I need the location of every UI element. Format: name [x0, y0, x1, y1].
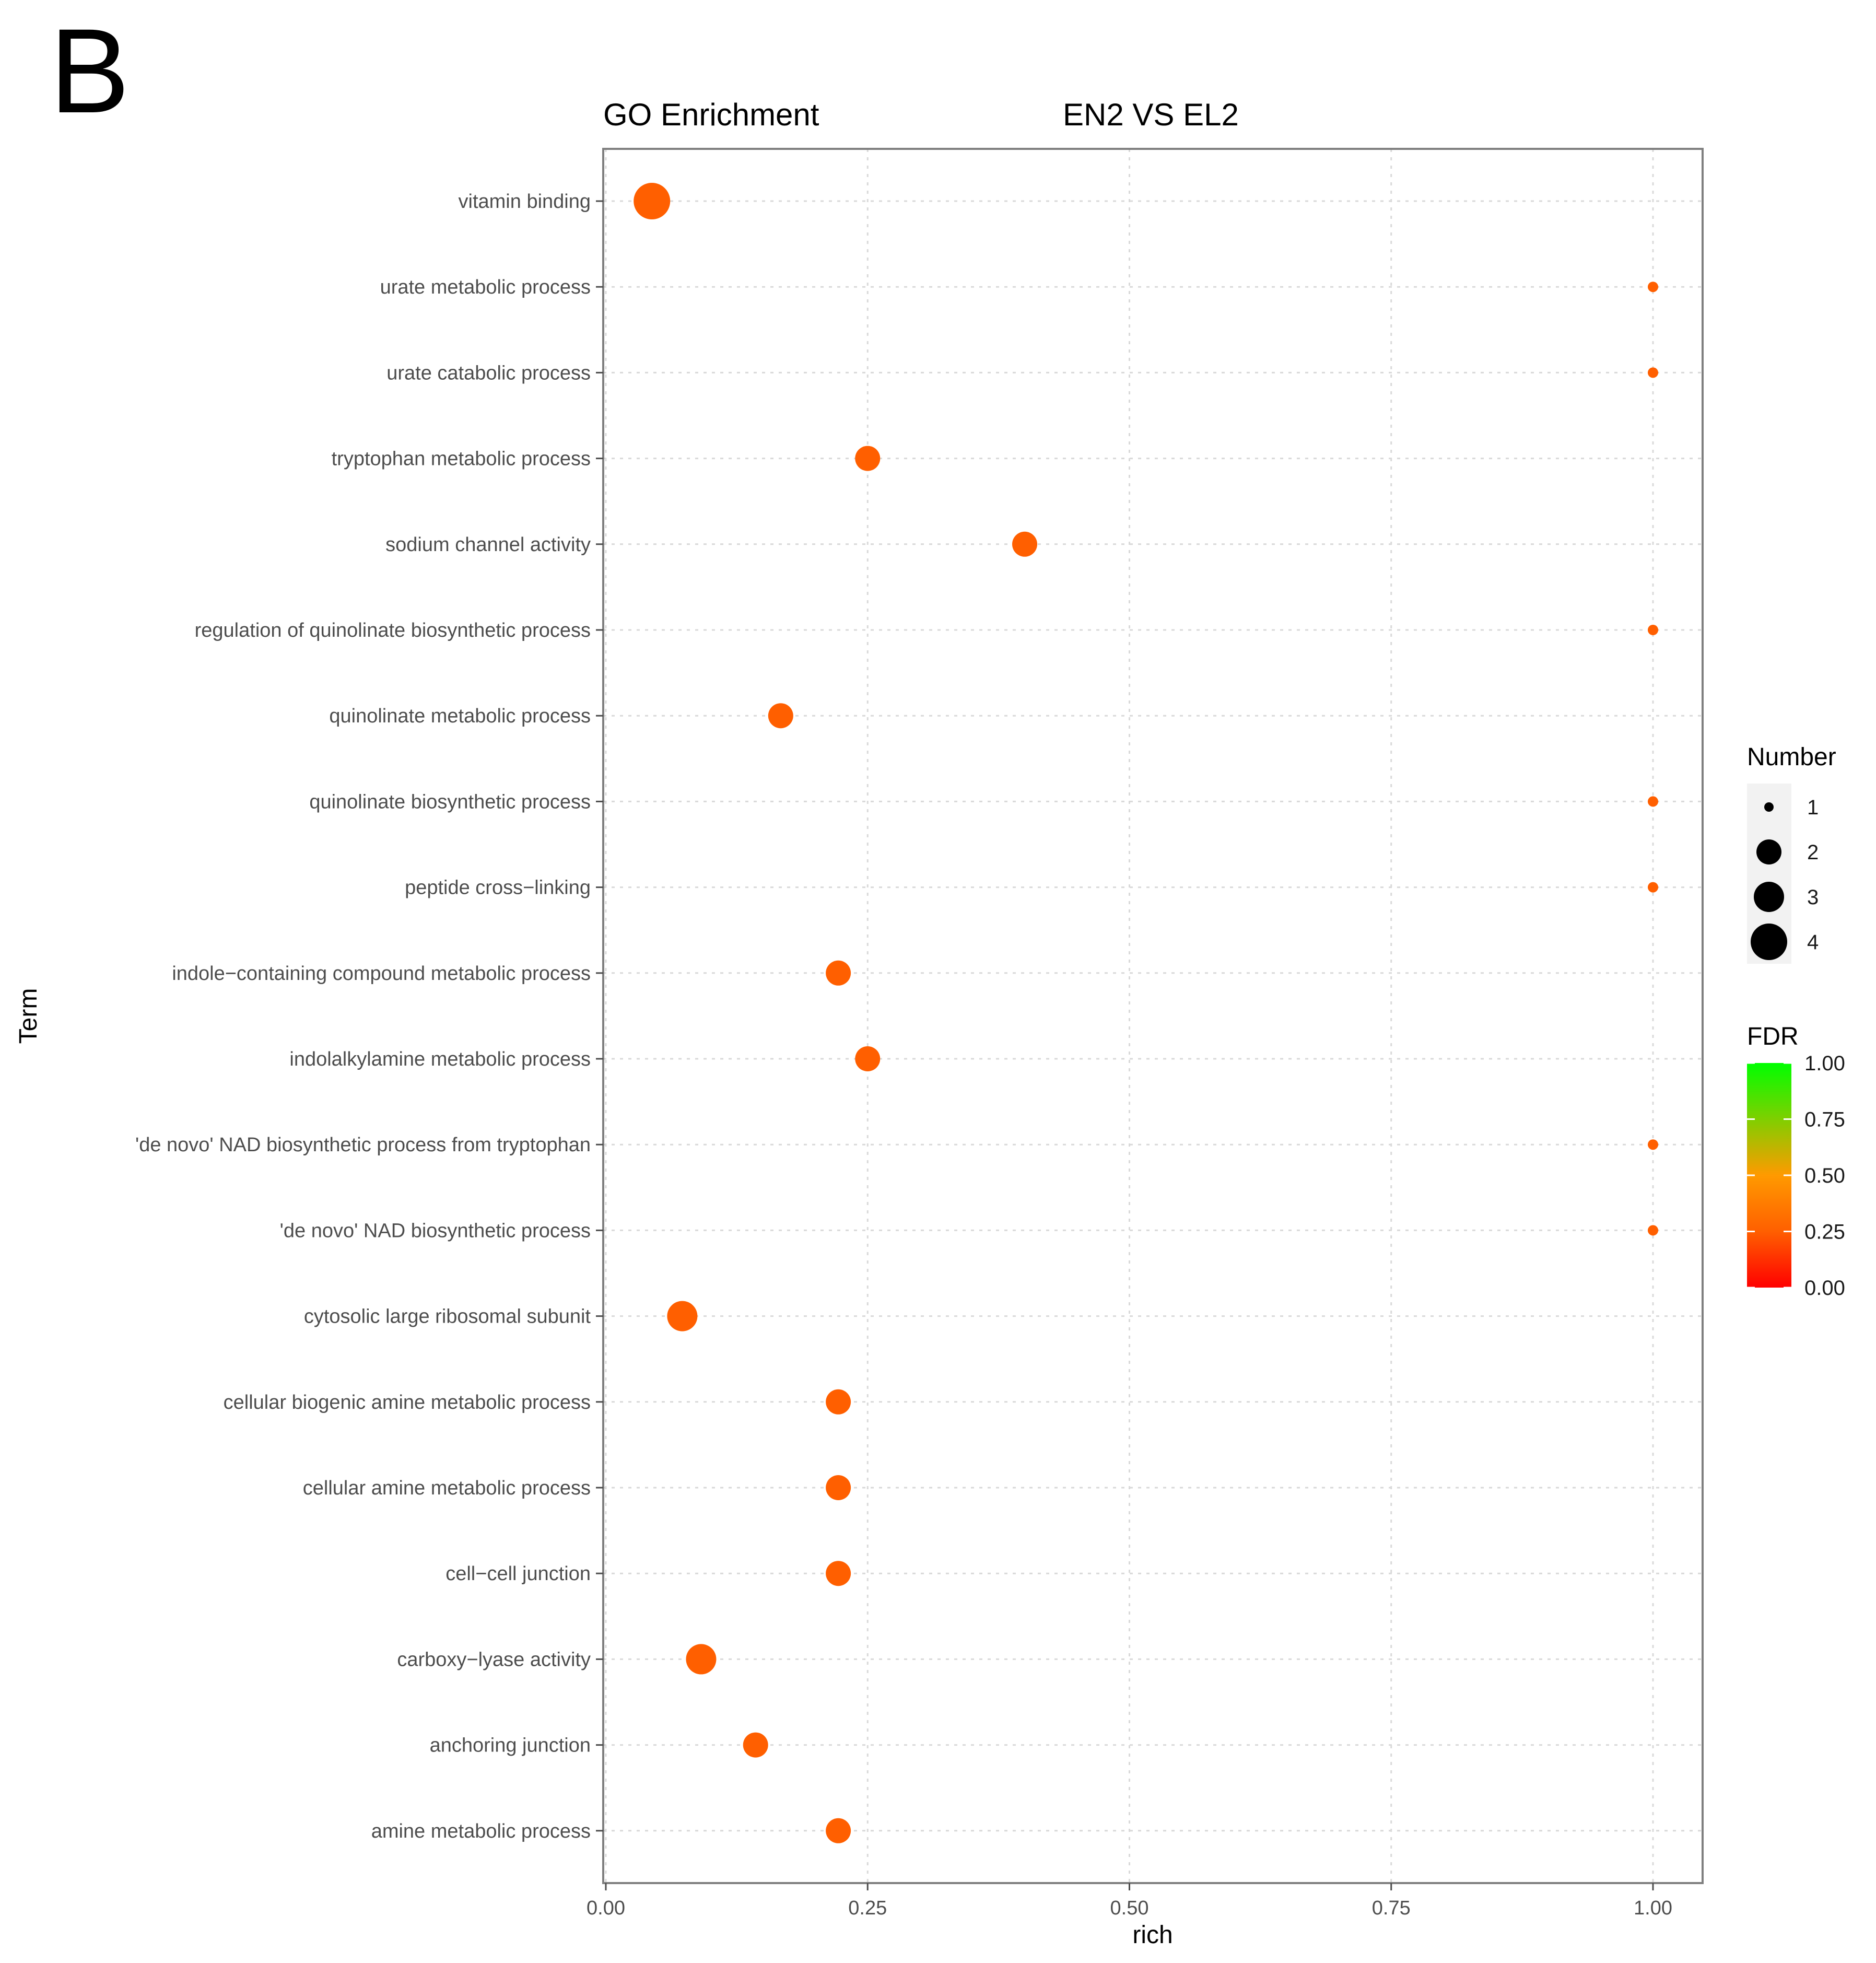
size-legend-label: 4 — [1807, 931, 1819, 954]
y-tick-label: urate catabolic process — [386, 362, 591, 384]
color-legend-label: 0.75 — [1804, 1108, 1845, 1131]
color-legend-label: 0.00 — [1804, 1277, 1845, 1300]
y-tick-label: vitamin binding — [459, 191, 591, 213]
y-tick-label: indole−containing compound metabolic pro… — [172, 963, 591, 985]
size-legend-key — [1756, 839, 1781, 864]
y-tick-label: cytosolic large ribosomal subunit — [304, 1306, 591, 1328]
data-point — [826, 1561, 851, 1586]
y-tick-label: 'de novo' NAD biosynthetic process — [280, 1220, 591, 1242]
color-legend-label: 0.50 — [1804, 1164, 1845, 1187]
x-tick-label: 0.50 — [1110, 1897, 1149, 1919]
y-tick-label: quinolinate metabolic process — [329, 705, 591, 727]
data-point — [743, 1732, 768, 1758]
data-point — [826, 1389, 851, 1415]
chart-title: GO Enrichment — [603, 97, 819, 132]
panel-label: B — [50, 4, 130, 138]
data-point — [686, 1644, 717, 1675]
y-tick-label: cellular amine metabolic process — [303, 1477, 591, 1499]
data-point — [1648, 367, 1658, 378]
data-point — [1012, 531, 1037, 557]
data-points — [634, 183, 1658, 1843]
data-point — [667, 1301, 698, 1331]
size-legend-label: 1 — [1807, 796, 1819, 819]
data-point — [1648, 625, 1658, 635]
y-tick-label: cellular biogenic amine metabolic proces… — [224, 1392, 591, 1413]
size-legend-key — [1751, 924, 1787, 960]
y-tick-label: tryptophan metabolic process — [332, 448, 591, 470]
data-point — [826, 1475, 851, 1500]
color-legend-label: 0.25 — [1804, 1221, 1845, 1244]
y-tick-label: regulation of quinolinate biosynthetic p… — [195, 620, 591, 641]
data-point — [826, 960, 851, 986]
data-point — [855, 446, 881, 471]
size-legend-key — [1764, 802, 1774, 812]
x-tick-label: 0.00 — [587, 1897, 625, 1919]
x-tick-label: 1.00 — [1634, 1897, 1672, 1919]
x-tick-label: 0.75 — [1372, 1897, 1411, 1919]
y-axis-title: Term — [15, 988, 42, 1044]
data-point — [1648, 796, 1658, 807]
y-tick-label: amine metabolic process — [371, 1820, 591, 1842]
x-axis-title: rich — [1132, 1921, 1172, 1949]
size-legend-key — [1754, 882, 1784, 912]
y-tick-label: urate metabolic process — [380, 276, 591, 298]
grid-lines — [603, 149, 1703, 1883]
y-axis-ticks: vitamin binding urate metabolic process ur… — [135, 191, 603, 1842]
size-legend-label: 2 — [1807, 841, 1819, 864]
x-axis-ticks: 0.00 0.25 0.50 0.75 1.00 — [587, 1883, 1672, 1919]
size-legend-label: 3 — [1807, 886, 1819, 909]
data-point — [1648, 1225, 1658, 1236]
data-point — [634, 183, 671, 219]
y-tick-label: quinolinate biosynthetic process — [309, 791, 591, 813]
chart-subtitle: EN2 VS EL2 — [1063, 97, 1239, 132]
data-point — [826, 1818, 851, 1843]
color-legend-title: FDR — [1747, 1023, 1799, 1050]
y-tick-label: sodium channel activity — [385, 534, 591, 556]
size-legend-title: Number — [1747, 743, 1836, 771]
data-point — [1648, 1139, 1658, 1150]
y-tick-label: carboxy−lyase activity — [397, 1649, 591, 1670]
x-tick-label: 0.25 — [848, 1897, 887, 1919]
data-point — [855, 1046, 881, 1071]
size-legend: Number 1 2 3 4 — [1747, 743, 1836, 964]
y-tick-label: cell−cell junction — [445, 1563, 591, 1585]
color-legend-label: 1.00 — [1804, 1052, 1845, 1075]
data-point — [768, 703, 793, 729]
size-legend-keys: 1 2 3 4 — [1751, 796, 1819, 960]
y-tick-label: peptide cross−linking — [405, 877, 591, 899]
color-legend-labels: 1.00 0.75 0.50 0.25 0.00 — [1747, 1052, 1845, 1300]
y-tick-label: 'de novo' NAD biosynthetic process from … — [135, 1134, 591, 1156]
y-tick-label: indolalkylamine metabolic process — [289, 1048, 591, 1070]
data-point — [1648, 882, 1658, 893]
data-point — [1648, 282, 1658, 293]
plot-panel-border — [602, 148, 1704, 1884]
color-legend: FDR 1.00 0.75 0.50 0.25 0.00 — [1747, 1023, 1845, 1300]
y-tick-label: anchoring junction — [430, 1735, 591, 1757]
